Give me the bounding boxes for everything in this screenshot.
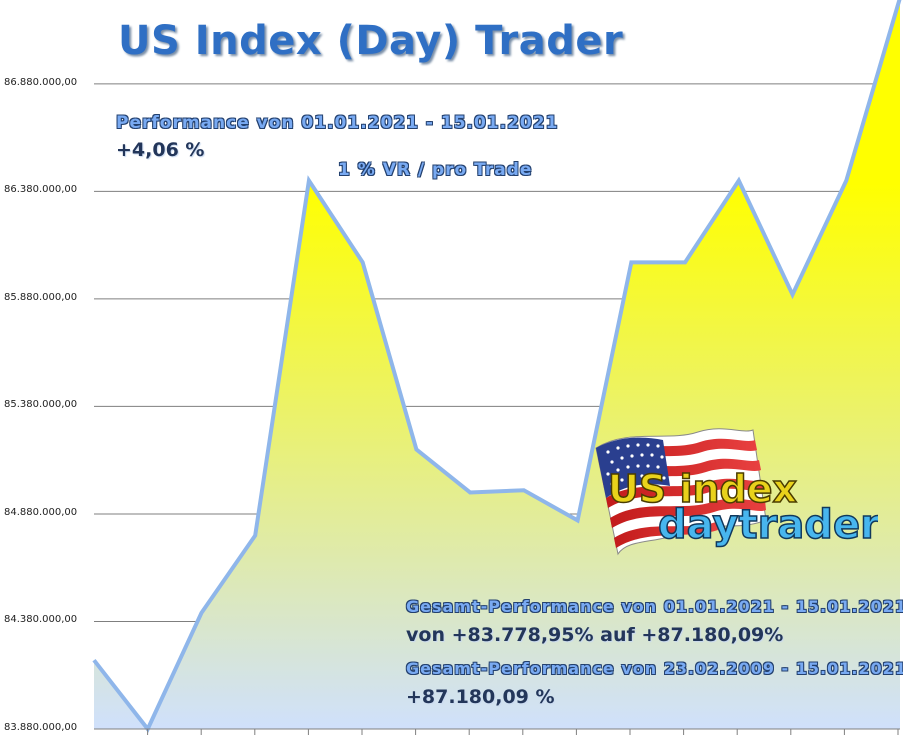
y-tick-label: 84.880.000,00: [4, 506, 78, 518]
x-axis: [94, 728, 900, 735]
y-tick-label: 84.380.000,00: [4, 614, 78, 626]
total-performance-2021-value: von +83.778,95% auf +87.180,09%: [406, 624, 784, 646]
us-index-daytrader-logo: US index daytrader: [595, 428, 878, 556]
series-line: [92, 0, 902, 733]
area-fill: [94, 0, 900, 729]
y-tick-label: 86.880.000,00: [4, 76, 78, 88]
risk-label: 1 % VR / pro Trade: [338, 160, 533, 180]
performance-label: Performance von 01.01.2021 - 15.01.2021: [116, 113, 559, 133]
chart-title: US Index (Day) Trader: [118, 18, 624, 64]
us-flag-icon: [595, 428, 767, 556]
y-tick-label: 85.380.000,00: [4, 399, 78, 411]
logo-line-daytrader: daytrader: [658, 502, 878, 548]
total-performance-2021-label: Gesamt-Performance von 01.01.2021 - 15.0…: [406, 597, 903, 616]
performance-value: +4,06 %: [116, 139, 205, 161]
logo-line-us-index: US index: [608, 467, 797, 511]
total-performance-since-2009-label: Gesamt-Performance von 23.02.2009 - 15.0…: [406, 659, 903, 678]
y-tick-label: 85.880.000,00: [4, 291, 78, 303]
area-series: [92, 0, 902, 733]
y-tick-label: 83.880.000,00: [4, 722, 78, 733]
total-performance-since-2009-value: +87.180,09 %: [406, 686, 555, 708]
y-tick-label: 86.380.000,00: [4, 184, 78, 196]
